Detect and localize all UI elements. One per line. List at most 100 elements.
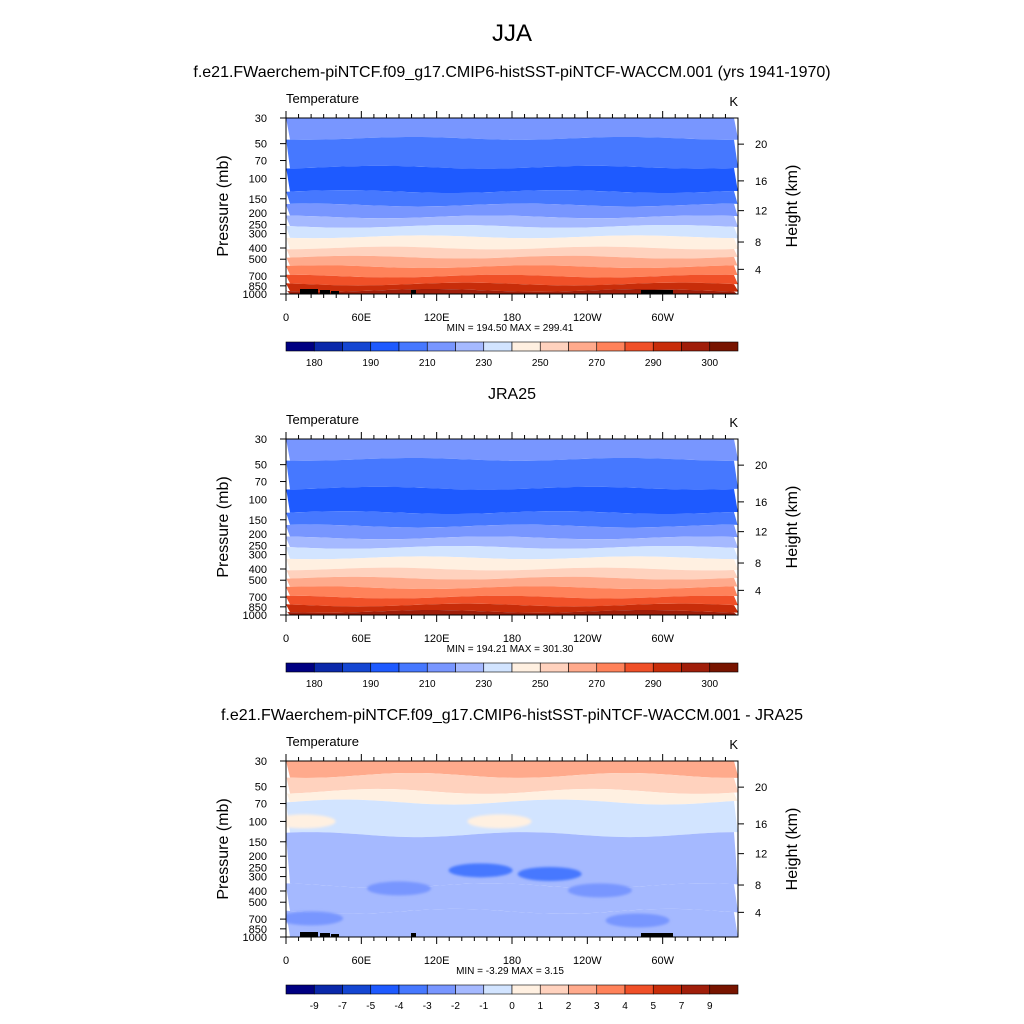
colorbar-box (681, 341, 711, 352)
x-tick-label: 120E (424, 633, 450, 645)
colorbar-box (398, 341, 428, 352)
y-tick-label: 300 (249, 872, 267, 884)
terrain-block (411, 290, 416, 294)
band (286, 246, 738, 259)
colorbar-label: 180 (306, 679, 323, 690)
colorbar-box (539, 984, 569, 995)
y-tick-label: 100 (249, 494, 267, 506)
y-tick-label: 850 (249, 602, 267, 614)
colorbar-box (285, 341, 315, 352)
colorbar-box (285, 984, 315, 995)
band (286, 536, 738, 549)
colorbar-label: 230 (475, 358, 492, 369)
colorbar-label: 300 (701, 679, 718, 690)
colorbar-box (313, 984, 343, 995)
right-label: K (729, 94, 738, 109)
field-model (286, 118, 738, 294)
colorbar-label: -5 (366, 1001, 375, 1012)
y2-tick-label: 20 (755, 460, 767, 472)
contour-blob (467, 814, 532, 829)
contour-blob (605, 913, 670, 928)
y-tick-label: 500 (249, 254, 267, 266)
y-tick-label: 400 (249, 886, 267, 898)
x-tick-label: 180 (503, 312, 521, 324)
y-axis-title: Pressure (mb) (215, 476, 232, 577)
contour-blob (517, 866, 582, 881)
terrain-block (300, 289, 318, 294)
colorbar-box (568, 984, 598, 995)
colorbar-label: 7 (679, 1001, 685, 1012)
x-tick-label: 60W (651, 633, 674, 645)
colorbar-box (539, 662, 569, 673)
y-tick-label: 30 (255, 113, 267, 125)
terrain-block (331, 291, 339, 294)
y-tick-label: 700 (249, 914, 267, 926)
panel-title-model: f.e21.FWaerchem-piNTCF.f09_g17.CMIP6-his… (193, 64, 831, 81)
x-tick-label: 0 (283, 312, 289, 324)
colorbar-box (709, 662, 739, 673)
field-obs (286, 439, 738, 615)
y-tick-label: 850 (249, 281, 267, 293)
left-label: Temperature (286, 91, 359, 106)
colorbar-box (370, 984, 400, 995)
band (286, 595, 738, 607)
colorbar-box (596, 662, 626, 673)
y-tick-label: 700 (249, 592, 267, 604)
y-tick-label: 200 (249, 208, 267, 220)
colorbar-box (539, 341, 569, 352)
band (286, 288, 738, 294)
contour-blob (567, 883, 632, 898)
colorbar-label: 250 (532, 679, 549, 690)
colorbar-label: 4 (622, 1001, 628, 1012)
colorbar-box (511, 662, 541, 673)
x-tick-label: 60E (352, 633, 372, 645)
colorbar-box (455, 984, 485, 995)
colorbar-box (483, 984, 513, 995)
field-diff (286, 761, 738, 937)
colorbar-box (483, 662, 513, 673)
y2-axis-title: Height (km) (784, 165, 801, 248)
y2-axis-title: Height (km) (784, 808, 801, 891)
colorbar-label: 180 (306, 358, 323, 369)
terrain-block (320, 290, 330, 294)
y-tick-label: 30 (255, 756, 267, 768)
y-tick-label: 850 (249, 924, 267, 936)
y2-tick-label: 16 (755, 176, 767, 188)
band (286, 439, 738, 461)
band (286, 165, 738, 193)
x-tick-label: 120W (573, 633, 602, 645)
y-tick-label: 300 (249, 550, 267, 562)
band (286, 772, 738, 794)
panel-diff: Temperature K0 60E 120E 180 120W 60W3050701001… (215, 734, 801, 1012)
stats-label: MIN = -3.29 MAX = 3.15 (456, 966, 564, 977)
band (286, 203, 738, 219)
colorbar-label: -2 (451, 1001, 460, 1012)
y-tick-label: 30 (255, 434, 267, 446)
y-axis-title: Pressure (mb) (215, 798, 232, 899)
colorbar-label: 3 (594, 1001, 600, 1012)
band (286, 274, 738, 286)
colorbar-box (398, 984, 428, 995)
colorbar-label: 5 (650, 1001, 656, 1012)
x-tick-label: 0 (283, 633, 289, 645)
colorbar-label: 210 (419, 358, 436, 369)
band (286, 224, 738, 239)
y-tick-label: 100 (249, 173, 267, 185)
colorbar-label: 190 (362, 358, 379, 369)
colorbar-label: 290 (645, 358, 662, 369)
y-tick-label: 250 (249, 540, 267, 552)
band (286, 136, 738, 169)
colorbar-label: 270 (588, 679, 605, 690)
band (286, 556, 738, 571)
colorbar-box (285, 662, 315, 673)
y-tick-label: 400 (249, 243, 267, 255)
band (286, 761, 738, 778)
y2-tick-label: 8 (755, 880, 761, 892)
colorbar-box (483, 341, 513, 352)
right-label: K (729, 737, 738, 752)
y-tick-label: 50 (255, 460, 267, 472)
y-tick-label: 1000 (243, 610, 267, 622)
colorbar-label: 210 (419, 679, 436, 690)
y-tick-label: 70 (255, 477, 267, 489)
y-tick-label: 150 (249, 194, 267, 206)
